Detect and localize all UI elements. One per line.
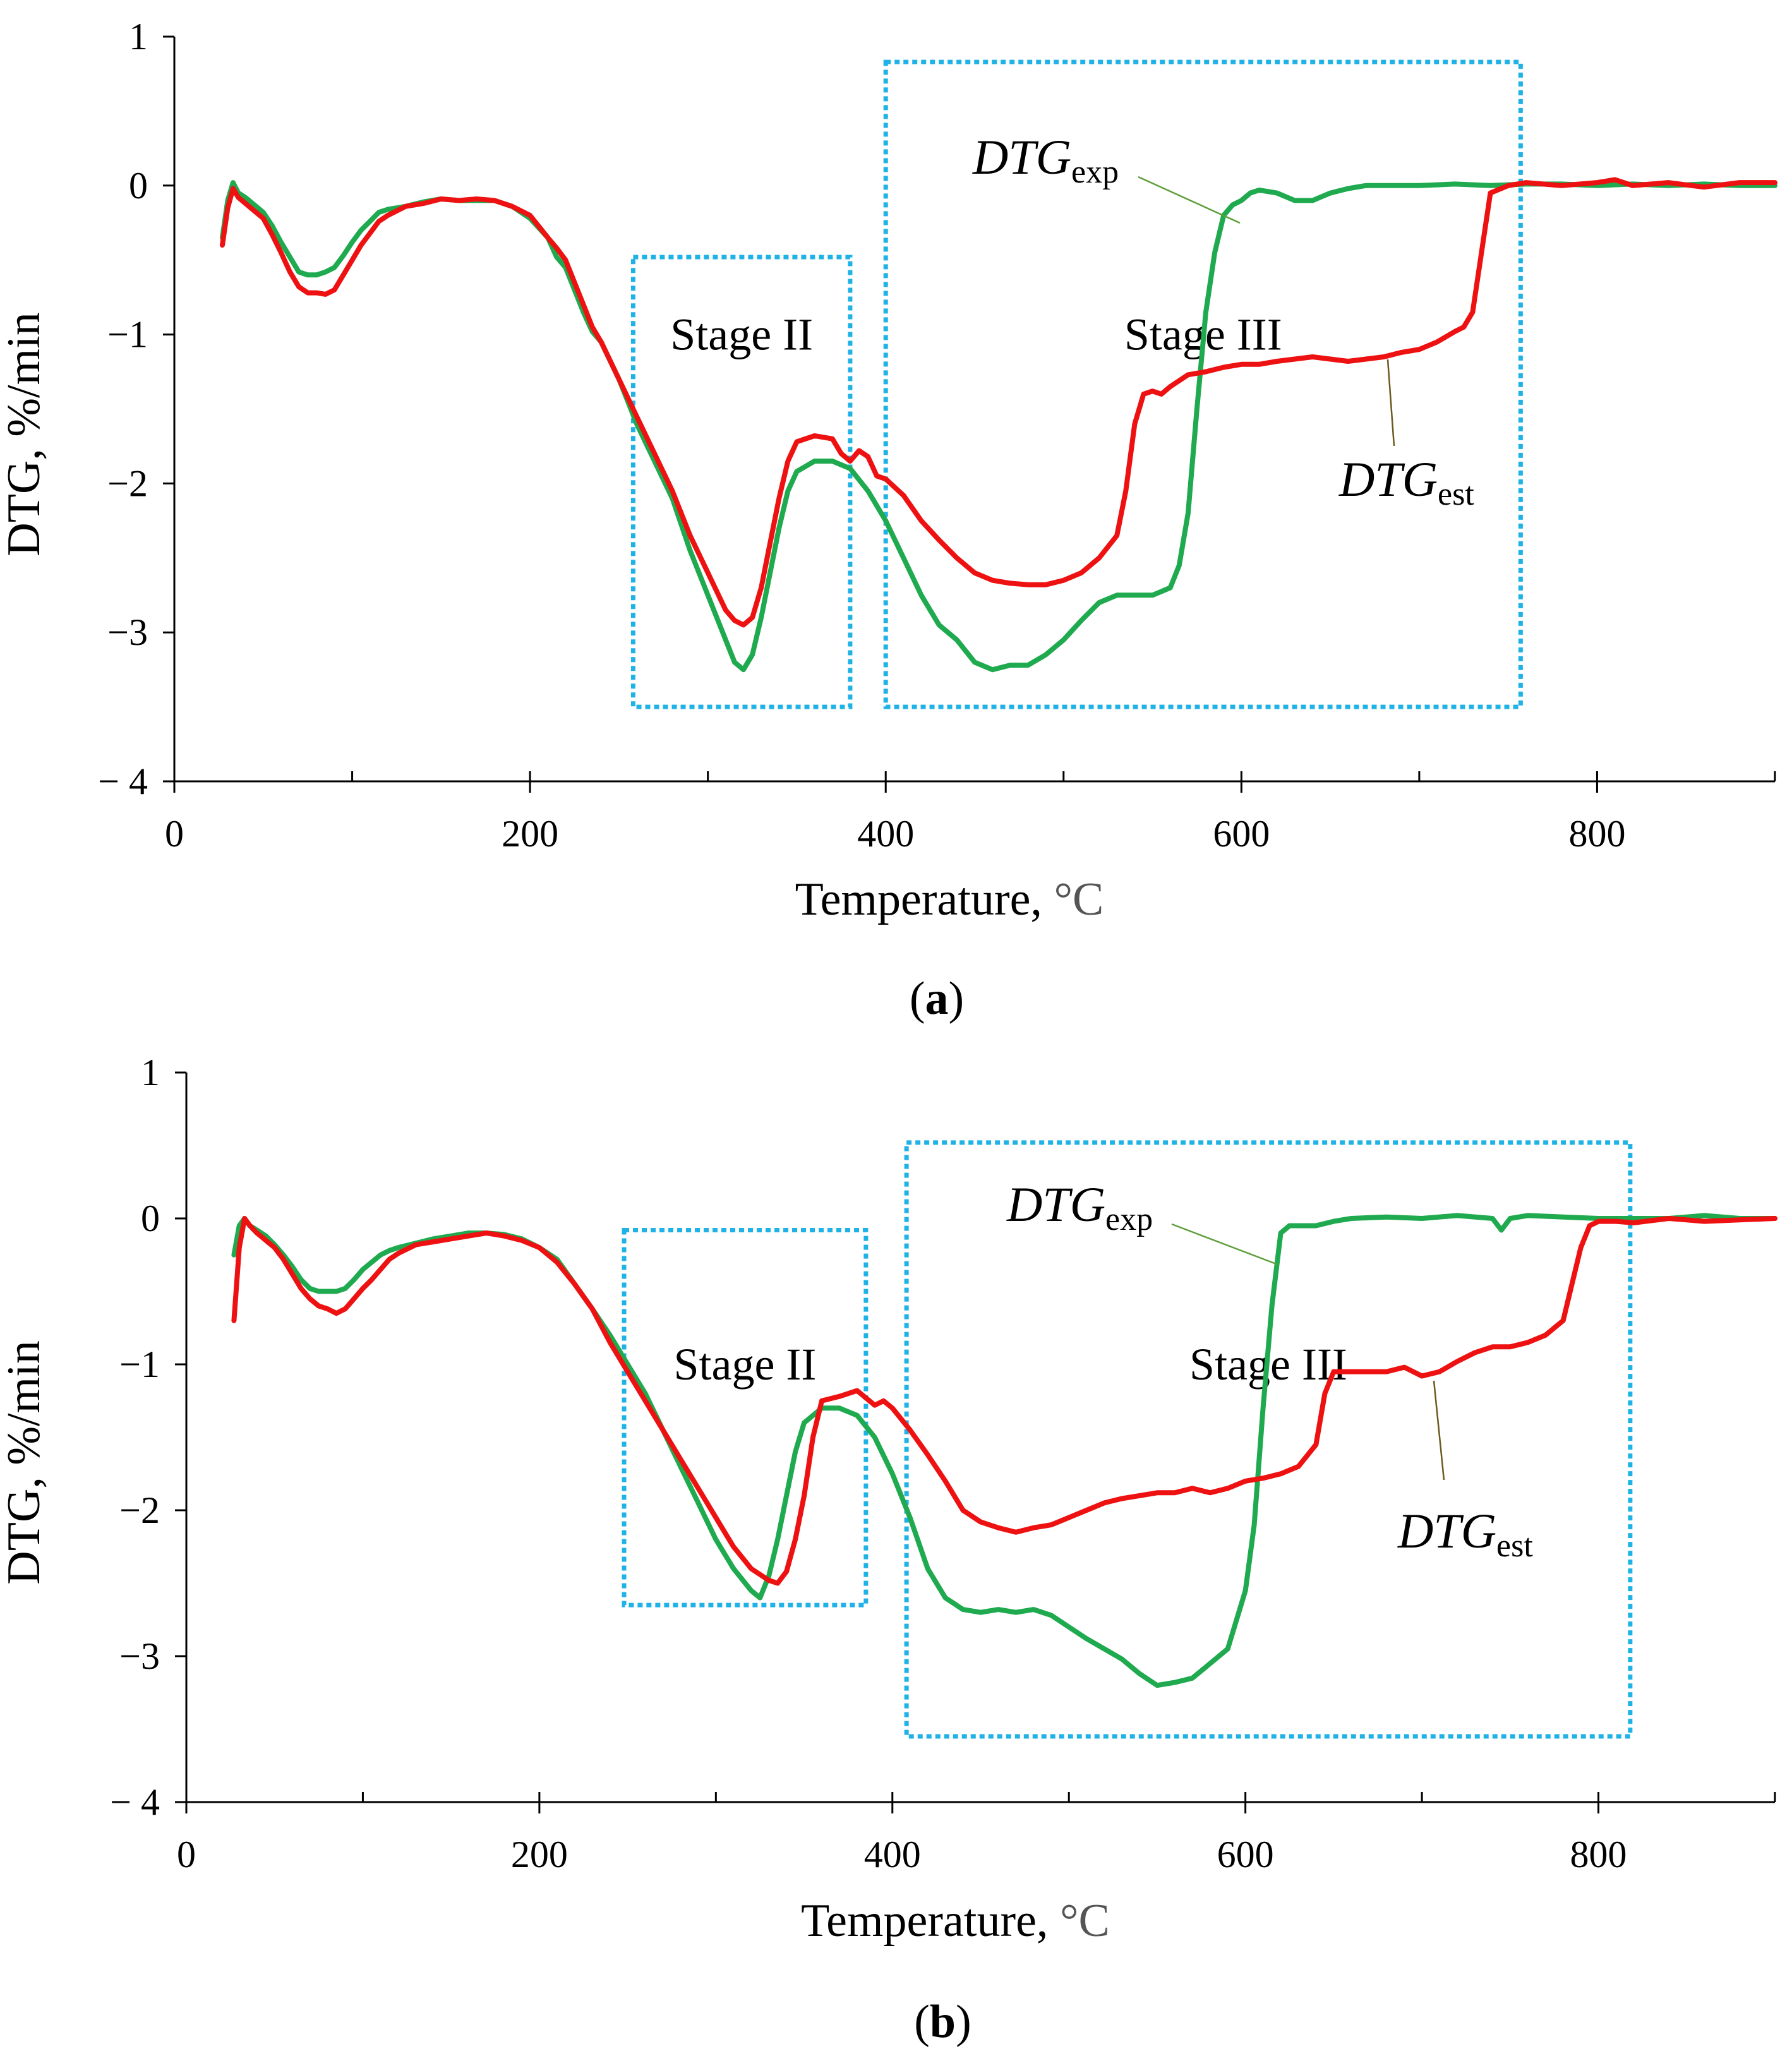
series-label-sub: est — [1438, 476, 1474, 512]
stage-ii-label: Stage II — [670, 310, 813, 360]
panel-label: (a) — [910, 973, 964, 1025]
x-tick-label: 0 — [165, 813, 184, 855]
x-axis-title-text: Temperature, — [795, 874, 1054, 925]
series-line-dtgest — [220, 177, 1777, 628]
panel-b: 1 0 −1 −2 −3 − 4 0 200 400 600 800 Temperature, °C D… — [0, 1052, 1777, 2048]
x-axis-unit: °C — [1054, 874, 1103, 925]
series-line-dtgexp — [220, 180, 1777, 673]
y-tick-label: −3 — [119, 1635, 160, 1677]
x-tick-label: 800 — [1570, 1834, 1627, 1875]
series-line-dtgest — [231, 1216, 1777, 1586]
x-tick-label: 200 — [511, 1834, 568, 1875]
x-tick-label: 0 — [177, 1834, 196, 1875]
series-label-main: DTG — [972, 129, 1071, 184]
stage-ii-box — [622, 1227, 869, 1608]
x-axis-title: Temperature, °C — [801, 1895, 1110, 1947]
series-label-main: DTG — [1006, 1177, 1105, 1232]
leader-line-est — [1433, 1380, 1445, 1481]
y-tick-label: −1 — [107, 314, 148, 356]
y-axis-title: DTG, %/min — [0, 1340, 50, 1584]
series-line-dtgexp — [231, 1213, 1777, 1688]
x-tick-label: 600 — [1217, 1834, 1274, 1875]
y-tick-label: −1 — [119, 1344, 160, 1385]
x-tick-label: 400 — [857, 813, 914, 855]
series-label-exp: DTGexp — [1006, 1177, 1153, 1237]
series-label-sub: exp — [1071, 154, 1119, 190]
stage-iii-box — [883, 59, 1523, 709]
panel-label-letter: b — [930, 1996, 956, 2048]
series-label-main: DTG — [1338, 452, 1438, 507]
leader-line-exp — [1171, 1223, 1278, 1266]
panel-label-open: ( — [910, 973, 925, 1025]
y-tick-label: −2 — [119, 1489, 160, 1531]
stage-ii-box — [630, 255, 853, 709]
series-label-sub: est — [1496, 1528, 1533, 1564]
panel-label-letter: a — [925, 973, 949, 1025]
series-label-est: DTGest — [1397, 1503, 1533, 1564]
y-tick-label: −2 — [107, 462, 148, 504]
x-tick-label: 600 — [1213, 813, 1270, 855]
panel-label-close: ) — [949, 973, 965, 1025]
series-label-est: DTGest — [1338, 452, 1474, 512]
x-axis-title-text: Temperature, — [801, 1895, 1060, 1947]
series-label-main: DTG — [1397, 1503, 1496, 1558]
x-axis-title: Temperature, °C — [795, 874, 1104, 925]
panel-a: 1 0 −1 −2 −3 − 4 0 200 400 600 800 Temperature, °C D… — [0, 16, 1777, 1025]
y-tick-label: − 4 — [98, 760, 148, 802]
y-tick-label: 1 — [141, 1052, 160, 1093]
series-label-exp: DTGexp — [972, 129, 1119, 190]
y-tick-label: 0 — [141, 1198, 160, 1239]
panel-label-open: ( — [914, 1996, 930, 2048]
x-axis-unit: °C — [1060, 1895, 1110, 1947]
x-tick-label: 400 — [864, 1834, 921, 1875]
y-tick-label: 1 — [129, 16, 148, 57]
y-tick-label: 0 — [129, 165, 148, 207]
panel-label-close: ) — [956, 1996, 971, 2048]
x-tick-label: 800 — [1568, 813, 1625, 855]
leader-line-est — [1386, 359, 1395, 447]
panel-label: (b) — [914, 1996, 971, 2048]
stage-ii-label: Stage II — [673, 1339, 816, 1390]
y-axis-title: DTG, %/min — [0, 312, 50, 556]
x-tick-label: 200 — [502, 813, 558, 855]
y-tick-label: − 4 — [110, 1781, 160, 1823]
y-tick-label: −3 — [107, 611, 148, 653]
stage-iii-box — [904, 1140, 1633, 1739]
leader-line-exp — [1138, 176, 1241, 224]
series-label-sub: exp — [1105, 1201, 1153, 1237]
